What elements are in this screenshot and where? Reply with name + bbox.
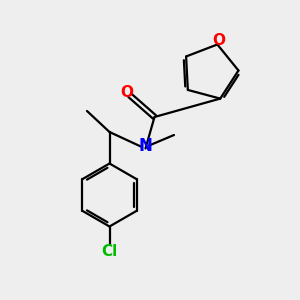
Text: O: O <box>212 33 225 48</box>
Text: N: N <box>139 137 152 155</box>
Text: Cl: Cl <box>101 244 118 260</box>
Text: O: O <box>120 85 133 100</box>
